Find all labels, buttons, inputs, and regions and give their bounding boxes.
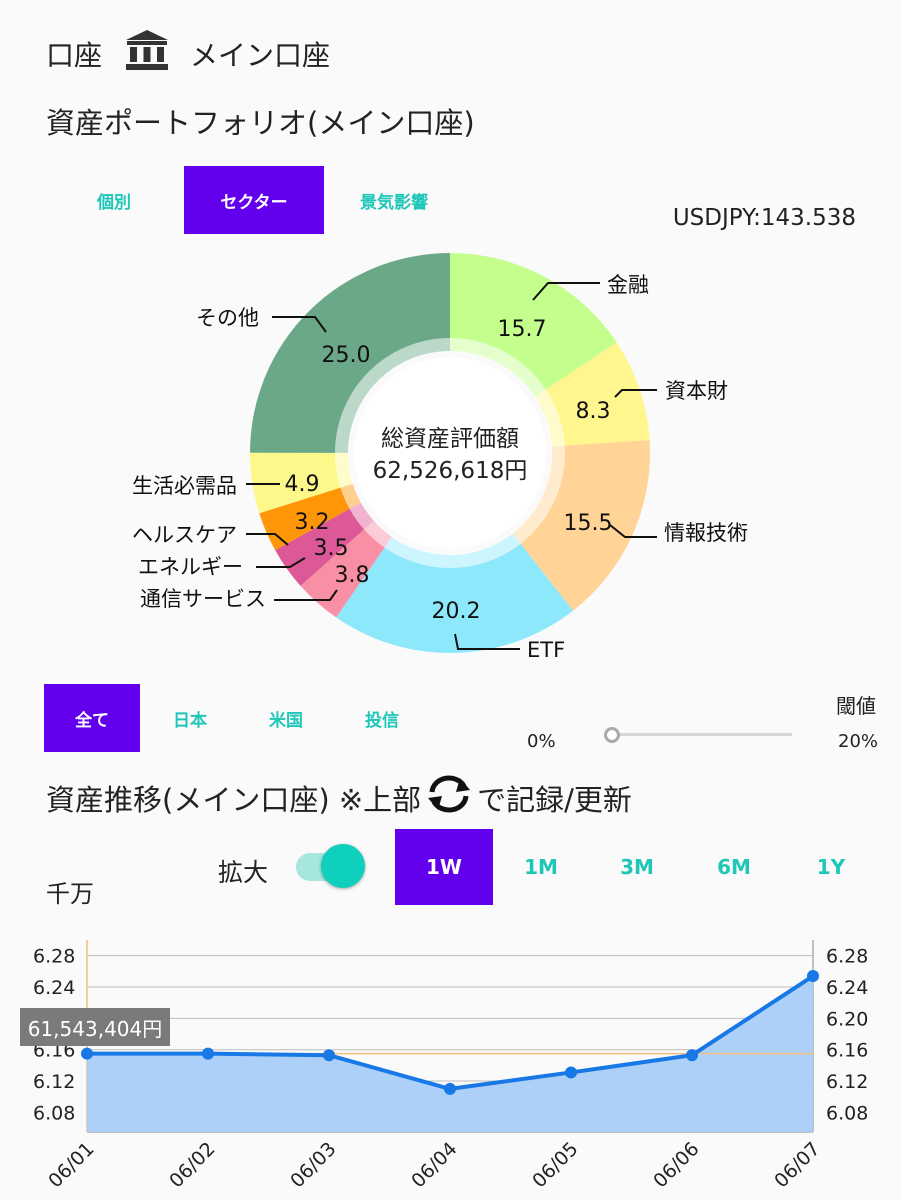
asset-trend-chart: 6.086.086.126.126.166.166.206.206.246.24… — [33, 940, 868, 1192]
refresh-icon[interactable] — [424, 772, 474, 823]
trend-point[interactable] — [444, 1082, 456, 1095]
y-tick-right: 6.24 — [826, 977, 868, 999]
account-header: 口座 メイン口座 — [46, 28, 330, 79]
range-3m[interactable]: 3M — [620, 855, 654, 879]
trend-point[interactable] — [565, 1066, 577, 1079]
y-tick-right: 6.20 — [826, 1008, 868, 1030]
range-1w[interactable]: 1W — [395, 829, 493, 905]
pie-category-label: 資本財 — [665, 379, 728, 403]
pie-leader-line — [272, 316, 327, 333]
trend-point[interactable] — [807, 970, 819, 983]
account-label: 口座 — [46, 38, 103, 72]
threshold-label: 閾値 — [836, 694, 876, 718]
threshold-max: 20% — [838, 731, 879, 752]
pie-category-label: その他 — [196, 306, 259, 330]
pie-slice-5[interactable] — [275, 502, 374, 586]
threshold-thumb[interactable] — [604, 727, 620, 743]
unit-label: 千万 — [46, 880, 94, 908]
pie-value-label: 25.0 — [322, 343, 371, 368]
pie-category-label: 情報技術 — [664, 521, 748, 545]
y-tick-right: 6.16 — [826, 1040, 868, 1062]
trend-title-pre: 資産推移(メイン口座) ※上部 — [46, 782, 422, 817]
y-tick-right: 6.12 — [826, 1071, 868, 1093]
pie-value-label: 3.5 — [314, 536, 349, 561]
pie-category-label: ヘルスケア — [132, 523, 237, 547]
pie-slice-2[interactable] — [512, 440, 650, 611]
pie-value-label: 15.7 — [498, 317, 547, 342]
x-tick-label: 06/05 — [528, 1138, 582, 1192]
trend-area-fill — [87, 976, 813, 1132]
x-tick-label: 06/02 — [165, 1138, 219, 1192]
trend-title: 資産推移(メイン口座) ※上部 で記録/更新 — [46, 772, 632, 823]
pie-leader-line — [246, 533, 289, 546]
x-tick-label: 06/03 — [286, 1138, 340, 1192]
trend-title-post: で記録/更新 — [477, 782, 632, 817]
pie-value-label: 4.9 — [285, 472, 320, 497]
portfolio-title: 資産ポートフォリオ(メイン口座) — [46, 106, 475, 140]
zoom-toggle-knob[interactable] — [321, 844, 365, 888]
threshold-min: 0% — [527, 731, 556, 752]
bank-icon — [124, 28, 170, 79]
donut-center-label: 総資産評価額 — [381, 426, 519, 452]
x-tick-label: 06/04 — [407, 1138, 461, 1192]
pie-slice-1[interactable] — [535, 342, 650, 447]
trend-point[interactable] — [202, 1047, 214, 1060]
pie-leader-line — [609, 524, 657, 538]
y-tick-left: 6.24 — [33, 977, 75, 999]
pie-slice-6[interactable] — [259, 483, 361, 551]
filter-fund[interactable]: 投信 — [365, 710, 399, 731]
trend-point[interactable] — [686, 1049, 698, 1062]
pie-leader-line — [532, 282, 600, 301]
threshold-track[interactable] — [610, 733, 792, 736]
x-tick-label: 06/07 — [770, 1138, 824, 1192]
pie-slice-3[interactable] — [336, 533, 573, 653]
pie-leader-line — [256, 557, 306, 568]
account-name: メイン口座 — [190, 38, 331, 72]
trend-point[interactable] — [323, 1049, 335, 1062]
pie-category-label: 通信サービス — [140, 587, 266, 611]
pie-slice-8[interactable] — [250, 253, 450, 453]
filter-all[interactable]: 全て — [44, 684, 140, 752]
pie-value-label: 3.8 — [335, 563, 370, 588]
donut-inner-ring — [335, 338, 565, 568]
y-tick-left: 6.12 — [33, 1071, 75, 1093]
sector-donut-chart: 総資産評価額 62,526,618円 15.7 金融 8.3 資本財 15.5 情報技術 20.… — [132, 253, 748, 662]
tab-sector[interactable]: セクター — [184, 166, 324, 234]
filter-us[interactable]: 米国 — [269, 710, 303, 731]
pie-slice-0[interactable] — [450, 253, 617, 397]
donut-hole — [354, 357, 546, 549]
y-tick-left: 6.08 — [33, 1102, 75, 1124]
pie-leader-line — [454, 633, 520, 650]
range-1m[interactable]: 1M — [524, 855, 558, 879]
fx-rate: USDJPY:143.538 — [672, 205, 856, 231]
value-tooltip: 61,543,404円 — [20, 1008, 170, 1046]
pie-leader-line — [614, 389, 657, 398]
pie-value-label: 15.5 — [564, 511, 613, 536]
pie-slice-7[interactable] — [250, 452, 353, 514]
tab-economy[interactable]: 景気影響 — [360, 192, 428, 213]
pie-leader-line — [274, 589, 338, 601]
range-6m[interactable]: 6M — [717, 855, 751, 879]
y-tick-right: 6.08 — [826, 1102, 868, 1124]
pie-slice-4[interactable] — [300, 520, 392, 618]
donut-center-value: 62,526,618円 — [373, 458, 528, 484]
pie-value-label: 3.2 — [295, 510, 330, 535]
pie-category-label: 金融 — [607, 273, 649, 297]
y-tick-left: 6.28 — [33, 946, 75, 968]
filter-japan[interactable]: 日本 — [173, 710, 207, 731]
trend-point[interactable] — [81, 1047, 93, 1060]
pie-category-label: ETF — [527, 638, 565, 662]
pie-category-label: エネルギー — [138, 555, 243, 579]
pie-category-label: 生活必需品 — [132, 474, 237, 498]
pie-value-label: 20.2 — [432, 599, 481, 624]
tab-individual[interactable]: 個別 — [97, 192, 131, 213]
x-tick-label: 06/06 — [649, 1138, 703, 1192]
pie-value-label: 8.3 — [576, 399, 611, 424]
x-tick-label: 06/01 — [44, 1138, 98, 1192]
range-1y[interactable]: 1Y — [816, 855, 846, 879]
zoom-label: 拡大 — [218, 858, 269, 887]
y-tick-right: 6.28 — [826, 946, 868, 968]
